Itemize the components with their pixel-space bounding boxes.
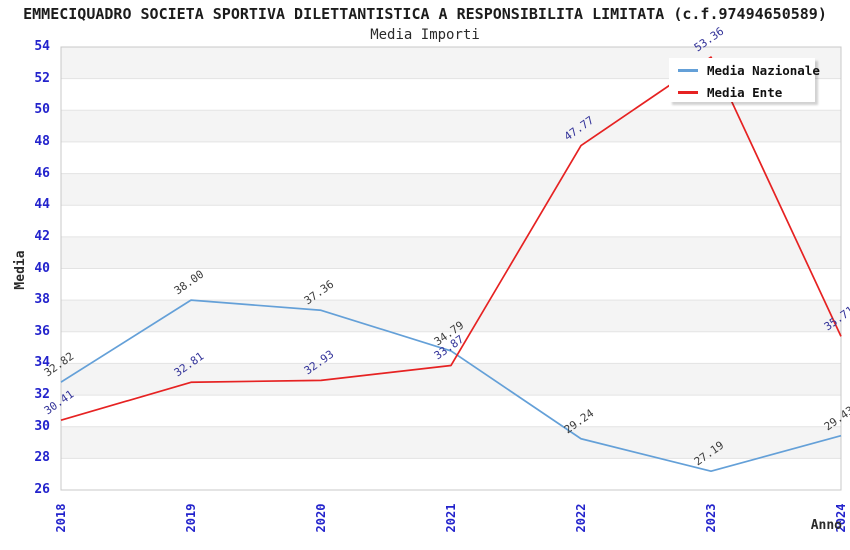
plot-band (61, 300, 841, 332)
plot-band (61, 236, 841, 269)
y-tick-38: 38 (34, 292, 50, 308)
y-tick-26: 26 (34, 482, 50, 497)
legend-label: Media Ente (707, 85, 783, 100)
y-tick-50: 50 (34, 102, 50, 118)
y-tick-54: 54 (34, 39, 50, 54)
legend-label: Media Nazionale (707, 63, 820, 78)
y-tick-40: 40 (34, 260, 50, 276)
y-tick-28: 28 (34, 450, 50, 466)
y-tick-52: 52 (34, 70, 50, 86)
y-tick-46: 46 (34, 165, 50, 181)
y-tick-36: 36 (34, 323, 50, 339)
x-tick-2023: 2023 (704, 503, 718, 533)
chart-title: EMMECIQUADRO SOCIETA SPORTIVA DILETTANTI… (23, 5, 827, 23)
legend-item-media-ente: Media Ente (669, 83, 815, 102)
x-axis-label: Anno (810, 518, 842, 533)
plot-border (60, 46, 842, 491)
plot-band (61, 110, 841, 142)
y-tick-34: 34 (34, 355, 50, 371)
series-line-media-ente (60, 56, 842, 422)
plot-band (61, 363, 841, 396)
y-tick-32: 32 (34, 387, 50, 403)
x-tick-2021: 2021 (444, 503, 458, 533)
plot-band (61, 426, 841, 459)
legend-swatch-icon (678, 91, 698, 94)
legend-swatch-icon (678, 69, 698, 72)
legend-item-media-nazionale: Media Nazionale (669, 61, 820, 80)
x-tick-2018: 2018 (54, 503, 68, 533)
x-tick-2019: 2019 (184, 503, 198, 533)
plot-band (61, 173, 841, 206)
x-tick-2020: 2020 (314, 503, 328, 533)
chart-subtitle: Media Importi (370, 27, 480, 43)
legend: Media Nazionale Media Ente (669, 58, 820, 102)
y-tick-44: 44 (34, 197, 50, 213)
y-tick-48: 48 (34, 133, 50, 149)
y-axis-label: Media (13, 250, 28, 290)
y-tick-42: 42 (34, 228, 50, 244)
y-tick-30: 30 (34, 418, 50, 434)
x-tick-2022: 2022 (574, 503, 588, 533)
series-line-media-nazionale (60, 299, 842, 473)
